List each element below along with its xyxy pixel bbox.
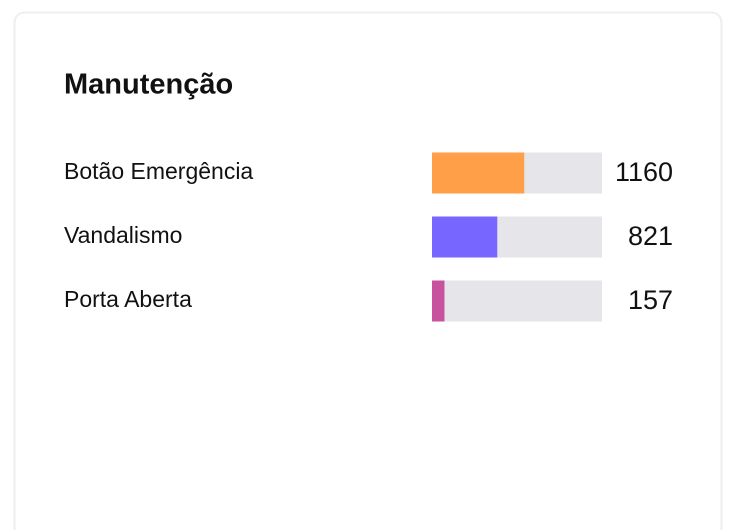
- bar: [432, 216, 498, 258]
- value-label: 821: [628, 221, 673, 251]
- category-label: Botão Emergência: [64, 158, 253, 184]
- category-label: Vandalismo: [64, 222, 182, 248]
- bar: [432, 152, 525, 194]
- chart-title: Manutenção: [64, 69, 233, 101]
- value-label: 1160: [615, 157, 673, 187]
- bar: [432, 280, 445, 322]
- bar-track: [432, 280, 602, 322]
- value-label: 157: [628, 285, 673, 315]
- card: [13, 11, 723, 530]
- category-label: Porta Aberta: [64, 286, 192, 312]
